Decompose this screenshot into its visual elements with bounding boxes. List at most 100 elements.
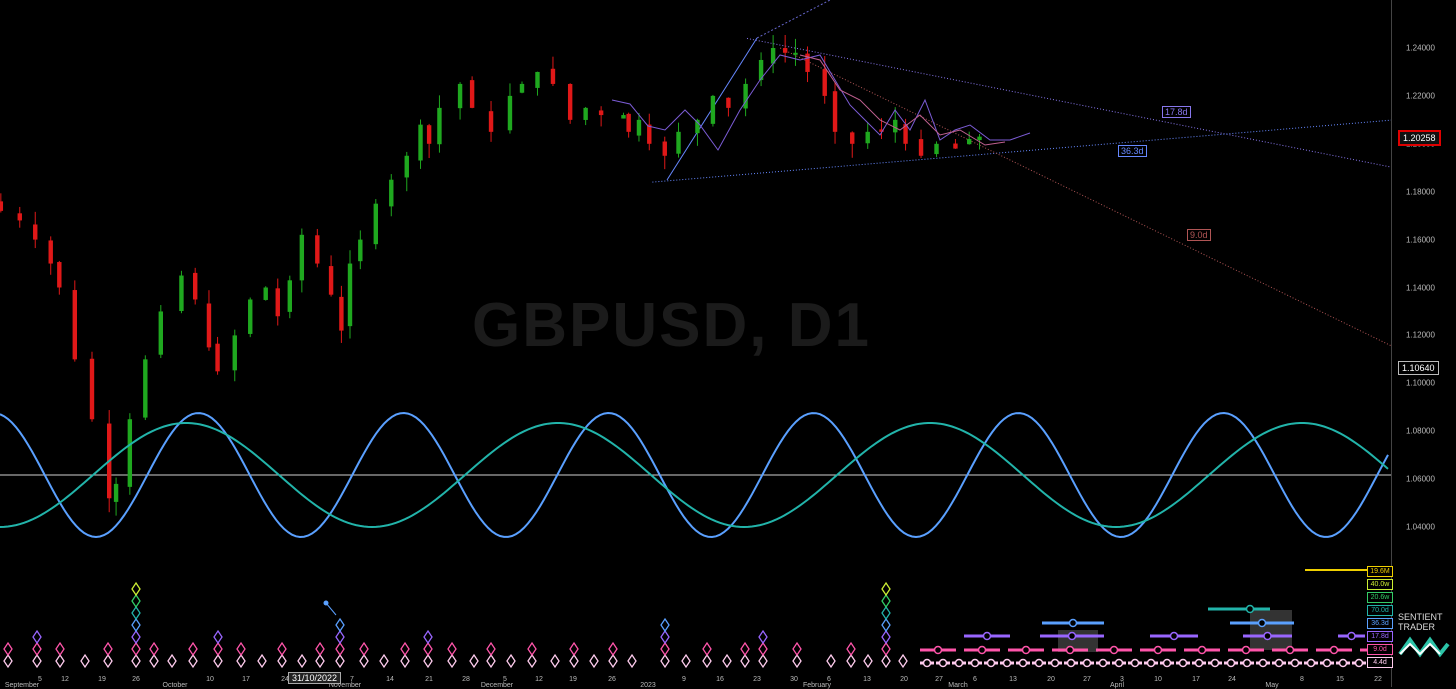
cycle-diamond [149, 653, 159, 669]
candle-body [822, 69, 827, 96]
date-tick-label: 24 [281, 676, 289, 683]
cycle-diamond [335, 617, 345, 633]
cycle-period-label: 4.4d [1367, 657, 1393, 668]
cycle-diamond [131, 605, 141, 621]
date-tick-label: 6 [973, 676, 977, 683]
date-tick-label: 28 [462, 676, 470, 683]
cycle-diamond [379, 653, 389, 669]
cycle-diamond [863, 653, 873, 669]
price-axis[interactable]: 1.240001.220001.200001.180001.160001.140… [1391, 0, 1456, 687]
date-tick-label: November [328, 682, 362, 689]
date-tick-label: 17 [242, 676, 250, 683]
date-tick-label: 30 [790, 676, 798, 683]
cycle-diamond [608, 641, 618, 657]
projection-node [1241, 645, 1251, 655]
candle-body [519, 83, 525, 93]
projection-node [1098, 658, 1108, 668]
candle-body [179, 275, 184, 311]
projection-node [1114, 658, 1124, 668]
cycle-diamond [32, 641, 42, 657]
cycle-diamond [826, 653, 836, 669]
fan-line [756, 0, 831, 39]
projection-node [1082, 658, 1092, 668]
candle-body [726, 97, 731, 108]
cycle-marker-stem [325, 602, 337, 616]
projection-node [1146, 658, 1156, 668]
date-tick-label: October [162, 682, 188, 689]
cycle-diamond [131, 581, 141, 597]
projection-node [986, 658, 996, 668]
cycle-diamond [550, 653, 560, 669]
candle-body [287, 280, 292, 312]
date-tick-label: 22 [1374, 676, 1382, 683]
cycle-diamond [315, 641, 325, 657]
candle-body [621, 115, 626, 119]
candle-body [232, 335, 237, 371]
candle-body [865, 131, 870, 144]
logo-text-line1: SENTIENT [1398, 612, 1443, 622]
cycle-diamond [846, 641, 856, 657]
cycle-diamond [660, 629, 670, 645]
projection-node [1169, 631, 1179, 641]
cycle-diamond [702, 641, 712, 657]
logo-icon [1398, 636, 1450, 658]
cycle-diamond [335, 629, 345, 645]
cycle-diamond [740, 653, 750, 669]
price-tick-label: 1.12000 [1406, 330, 1435, 340]
cycle-diamond [188, 653, 198, 669]
cycle-marker-dot [323, 600, 329, 606]
price-tick-label: 1.10000 [1406, 378, 1435, 388]
date-tick-label: April [1109, 682, 1125, 689]
candle-body [143, 359, 148, 418]
cycle-diamond [131, 593, 141, 609]
date-tick-label: 12 [535, 676, 543, 683]
projection-node [1130, 658, 1140, 668]
candle-body [743, 83, 748, 109]
cycle-period-label: 36.3d [1367, 618, 1393, 629]
cycle-diamond [236, 653, 246, 669]
candle-body [389, 179, 394, 207]
cycle-diamond [335, 653, 345, 669]
price-tick-label: 1.24000 [1406, 43, 1435, 53]
cycle-diamond [758, 629, 768, 645]
projection-node [1153, 645, 1163, 655]
cycle-diamond [359, 641, 369, 657]
candle-body [805, 53, 810, 72]
projection-node [954, 658, 964, 668]
date-tick-label: December [480, 682, 514, 689]
projection-node [1322, 658, 1332, 668]
projection-node [933, 645, 943, 655]
chart-watermark: GBPUSD, D1 [472, 291, 871, 360]
date-tick-label: 17 [1192, 676, 1200, 683]
date-tick-label: 7 [350, 676, 354, 683]
candle-body [793, 52, 798, 55]
date-tick-label: 8 [1300, 676, 1304, 683]
cycle-diamond [55, 641, 65, 657]
date-tick-label: 23 [753, 676, 761, 683]
cycle-diamond [527, 641, 537, 657]
candle-body [127, 419, 133, 487]
projection-node [1285, 645, 1295, 655]
candle-body [710, 95, 716, 124]
cycle-diamond [213, 653, 223, 669]
candle-body [507, 95, 513, 131]
cycle-period-label: 19.6M [1367, 566, 1393, 577]
candle-body [953, 143, 958, 149]
cycle-diamond [447, 641, 457, 657]
cycle-diamond [423, 629, 433, 645]
projection-node [1034, 658, 1044, 668]
projection-node [1194, 658, 1204, 668]
cycle-diamond [740, 641, 750, 657]
candle-body [315, 235, 320, 264]
cycle-diamond [486, 641, 496, 657]
candle-body [72, 290, 77, 360]
candle-body [373, 203, 378, 245]
cycle-diamond [131, 641, 141, 657]
projection-node [1162, 658, 1172, 668]
cycle-diamond [881, 641, 891, 657]
projection-node [1290, 658, 1300, 668]
cycle-diamond [131, 653, 141, 669]
candle-body [662, 141, 667, 156]
candle-body [695, 119, 700, 134]
chart-plot-area[interactable]: GBPUSD, D1 [0, 0, 1391, 687]
